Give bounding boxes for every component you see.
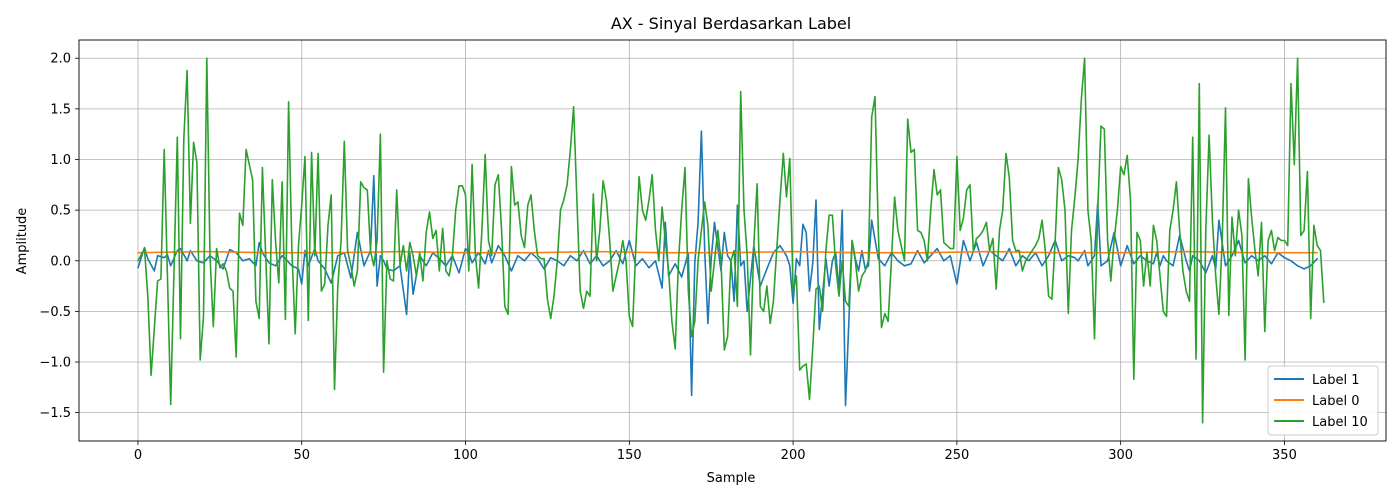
x-tick-label: 100 <box>453 448 478 463</box>
y-tick-label: −1.5 <box>39 406 71 421</box>
x-tick-label: 200 <box>781 448 806 463</box>
legend-box <box>1267 365 1379 436</box>
x-tick-label: 300 <box>1108 448 1133 463</box>
y-tick-label: 1.0 <box>50 153 71 168</box>
x-axis: 0 50 100 150 200 250 300 350 <box>134 441 1297 463</box>
y-tick-label: 0.0 <box>50 254 71 269</box>
y-tick-label: 2.0 <box>50 52 71 67</box>
x-tick-label: 150 <box>617 448 642 463</box>
series-line-label-0 <box>137 250 1318 254</box>
y-axis: −1.5 −1.0 −0.5 0.0 0.5 1.0 1.5 2.0 <box>39 52 79 421</box>
series-layer <box>137 57 1325 424</box>
y-tick-label: 1.5 <box>50 102 71 117</box>
x-tick-label: 0 <box>134 448 142 463</box>
legend-label-0: Label 0 <box>1312 394 1359 409</box>
series-line-label-1 <box>137 130 1318 407</box>
plot-background <box>79 40 1386 441</box>
y-tick-label: 0.5 <box>50 204 71 219</box>
chart-title: AX - Sinyal Berdasarkan Label <box>611 14 851 33</box>
y-tick-label: −0.5 <box>39 305 71 320</box>
legend-label-1: Label 1 <box>1312 373 1359 388</box>
plot-area <box>78 39 1387 442</box>
x-tick-label: 50 <box>293 448 310 463</box>
y-tick-label: −1.0 <box>39 356 71 371</box>
x-tick-label: 350 <box>1272 448 1297 463</box>
y-axis-title: Amplitude <box>15 208 30 275</box>
series-line-label-10 <box>137 57 1325 424</box>
legend-label-10: Label 10 <box>1312 415 1368 430</box>
x-axis-title: Sample <box>707 471 756 486</box>
x-tick-label: 250 <box>944 448 969 463</box>
plot-frame <box>78 39 1387 442</box>
legend: Label 1 Label 0 Label 10 <box>1267 365 1379 436</box>
